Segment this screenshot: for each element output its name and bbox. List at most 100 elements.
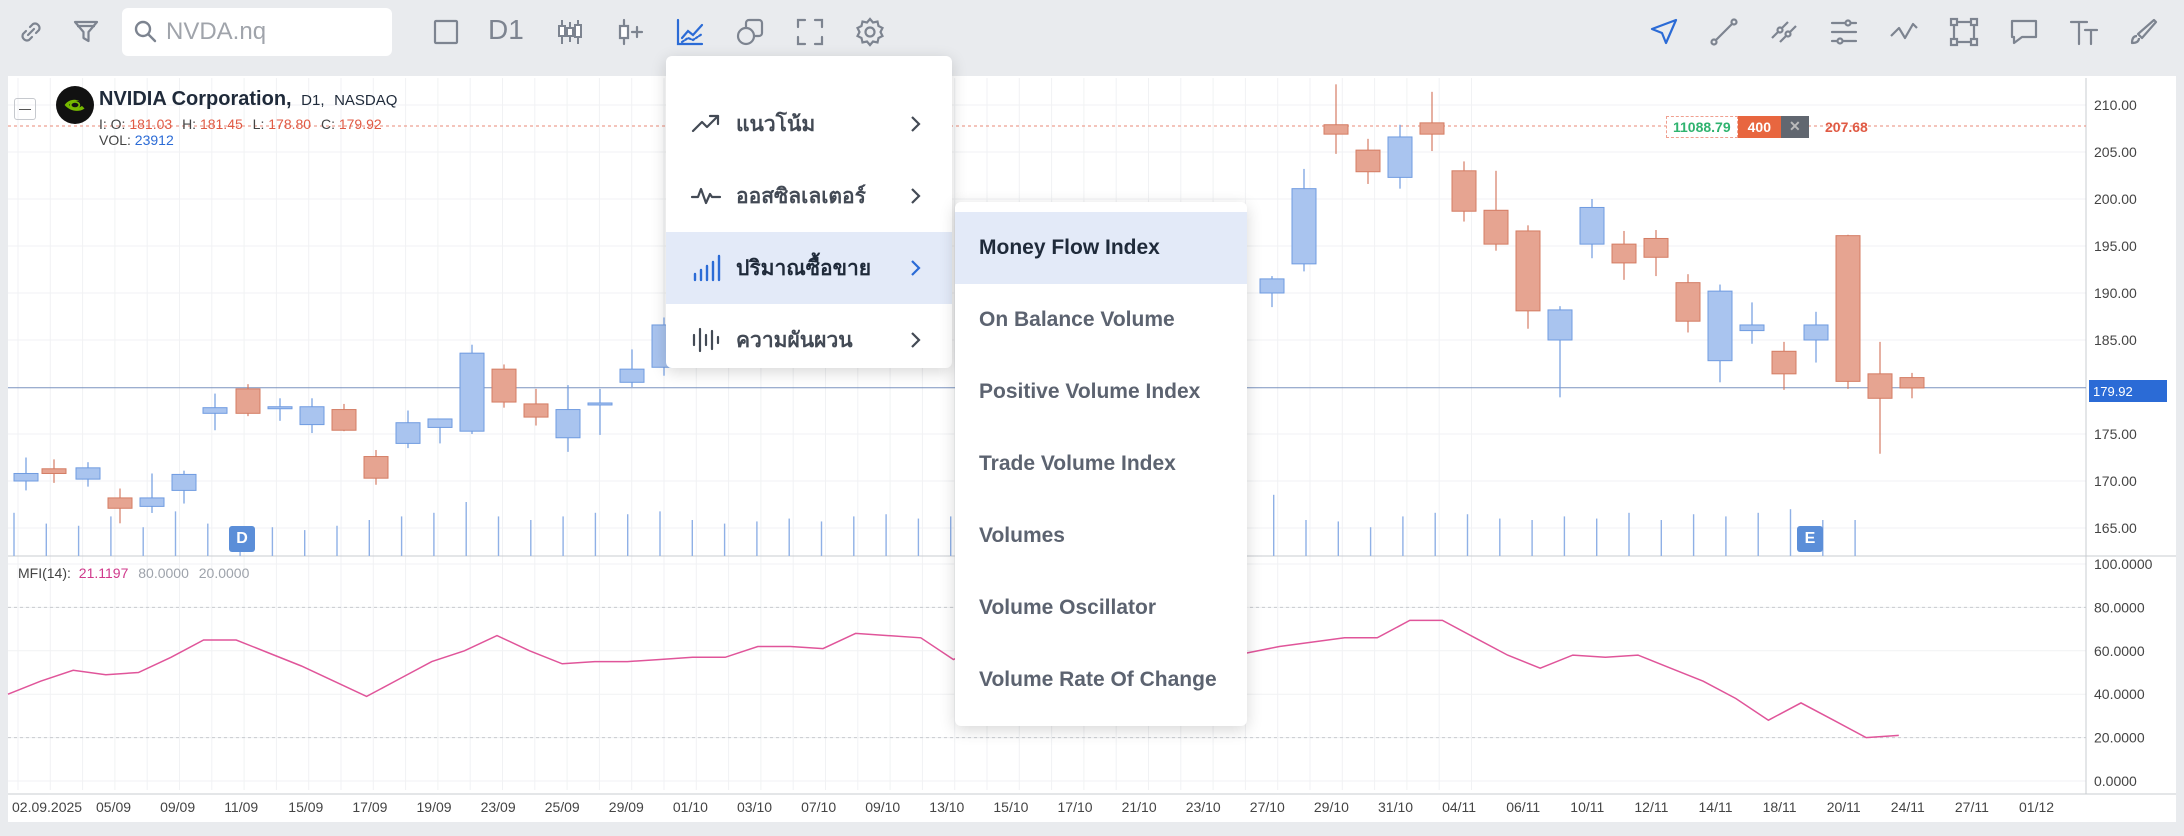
- volatility-icon: [692, 327, 720, 353]
- add-indicator-icon[interactable]: [610, 12, 650, 52]
- order-price-a: 11088.79: [1666, 116, 1738, 138]
- candle-body: [1483, 209, 1509, 245]
- menu-item-volatility[interactable]: ความผันผวน: [666, 304, 952, 376]
- fibonacci-icon[interactable]: [1824, 12, 1864, 52]
- submenu-volumes[interactable]: Volumes: [979, 524, 1065, 547]
- rectangle-tool-icon[interactable]: [1944, 12, 1984, 52]
- date-axis-label: 29/10: [1314, 799, 1349, 815]
- current-price-badge: 179.92: [2089, 380, 2167, 402]
- candle-body: [75, 467, 101, 480]
- candle-body: [1707, 290, 1733, 362]
- open-value: 181.03: [129, 116, 173, 132]
- fullscreen-icon[interactable]: [790, 12, 830, 52]
- candle-body: [1547, 309, 1573, 341]
- order-close-icon[interactable]: ✕: [1780, 116, 1809, 138]
- gear-icon[interactable]: [850, 12, 890, 52]
- mfi-axis-label: 40.0000: [2094, 686, 2145, 702]
- price-axis-label: 190.00: [2094, 285, 2137, 301]
- menu-item-trend[interactable]: แนวโน้ม: [666, 88, 952, 160]
- candle-body: [619, 368, 645, 383]
- candle-body: [1579, 206, 1605, 245]
- search-input[interactable]: [166, 18, 376, 46]
- open-label: I: O:: [99, 116, 126, 132]
- mfi-lower-level: 20.0000: [198, 565, 250, 581]
- price-axis-label: 195.00: [2094, 238, 2137, 254]
- menu-item-label: ออสซิลเลเตอร์: [736, 183, 866, 208]
- date-axis-label: 25/09: [545, 799, 580, 815]
- collapse-button[interactable]: [14, 98, 36, 120]
- submenu-volume-oscillator[interactable]: Volume Oscillator: [979, 596, 1156, 619]
- menu-item-oscillator[interactable]: ออสซิลเลเตอร์: [666, 160, 952, 232]
- brush-icon[interactable]: [2124, 12, 2164, 52]
- candle-body: [1739, 324, 1765, 332]
- candle-body: [491, 368, 517, 403]
- comment-icon[interactable]: [2004, 12, 2044, 52]
- dividend-event-badge[interactable]: D: [229, 526, 255, 552]
- candle-body: [1387, 136, 1413, 178]
- shapes-icon[interactable]: [730, 12, 770, 52]
- cursor-icon[interactable]: [1644, 12, 1684, 52]
- candle-body: [1803, 324, 1829, 341]
- date-axis-label: 09/09: [160, 799, 195, 815]
- candle-body: [1323, 124, 1349, 135]
- high-label: H:: [182, 116, 197, 132]
- date-axis-label: 12/11: [1634, 799, 1668, 815]
- trend-line-icon[interactable]: [1704, 12, 1744, 52]
- order-quantity: 400: [1737, 116, 1781, 138]
- candle-body: [202, 407, 228, 414]
- candle-body: [235, 388, 261, 414]
- candle-body: [395, 422, 421, 444]
- date-axis-label: 07/10: [801, 799, 836, 815]
- volume-icon: [693, 254, 721, 282]
- mfi-line: [7, 619, 1899, 739]
- submenu-trade-volume-index[interactable]: Trade Volume Index: [979, 452, 1176, 475]
- date-axis-label: 19/09: [417, 799, 452, 815]
- date-axis-label: 03/10: [737, 799, 772, 815]
- symbol-search[interactable]: [122, 8, 392, 56]
- volume-legend: VOL: 23912: [99, 132, 174, 148]
- link-icon[interactable]: [11, 12, 51, 52]
- candle-body: [1675, 282, 1701, 322]
- order-line-label[interactable]: 11088.79 400 ✕: [1666, 116, 1809, 138]
- price-axis-label: 185.00: [2094, 332, 2137, 348]
- price-axis-label: 175.00: [2094, 426, 2137, 442]
- date-axis-label: 23/10: [1186, 799, 1221, 815]
- candle-body: [1867, 373, 1893, 399]
- symbol-exchange: NASDAQ: [334, 92, 398, 109]
- filter-icon[interactable]: [66, 12, 106, 52]
- symbol-interval: D1,: [301, 92, 325, 109]
- candle-body: [1451, 170, 1477, 212]
- date-axis-label: 21/10: [1122, 799, 1157, 815]
- search-icon: [134, 20, 157, 43]
- date-axis-label: 10/11: [1570, 799, 1604, 815]
- mfi-axis-label: 100.0000: [2094, 556, 2153, 572]
- indicators-icon[interactable]: [670, 12, 710, 52]
- submenu-volume-rate-of-change[interactable]: Volume Rate Of Change: [979, 668, 1217, 691]
- menu-item-volume[interactable]: ปริมาณซื้อขาย: [666, 232, 952, 304]
- text-tool-icon[interactable]: [2064, 12, 2104, 52]
- pattern-icon[interactable]: [1884, 12, 1924, 52]
- date-axis-label: 17/09: [352, 799, 387, 815]
- earnings-event-badge[interactable]: E: [1797, 526, 1823, 552]
- submenu-positive-volume-index[interactable]: Positive Volume Index: [979, 380, 1201, 403]
- candle-body: [1291, 188, 1317, 265]
- chevron-right-icon: [911, 260, 921, 276]
- candlestick-icon[interactable]: [550, 12, 590, 52]
- candle-body: [13, 472, 39, 482]
- submenu-money-flow-index[interactable]: Money Flow Index: [955, 212, 1247, 284]
- volume-label: VOL:: [99, 132, 131, 148]
- date-axis-label: 15/09: [288, 799, 323, 815]
- submenu-on-balance-volume[interactable]: On Balance Volume: [979, 308, 1175, 331]
- candle-body: [1643, 237, 1669, 258]
- order-price-b: 207.68: [1825, 119, 1868, 135]
- square-icon[interactable]: [426, 12, 466, 52]
- channel-icon[interactable]: [1764, 12, 1804, 52]
- volume-value: 23912: [134, 132, 174, 148]
- close-label: C:: [320, 116, 335, 132]
- mfi-legend: MFI(14): 21.1197 80.0000 20.0000: [18, 565, 249, 581]
- date-axis-label: 17/10: [1058, 799, 1093, 815]
- date-axis-label: 20/11: [1827, 799, 1861, 815]
- timeframe-button[interactable]: D1: [488, 14, 524, 45]
- date-axis-label: 18/11: [1763, 799, 1797, 815]
